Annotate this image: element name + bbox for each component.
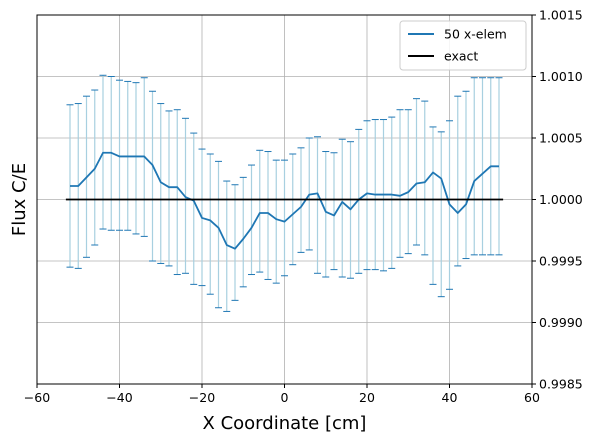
error-bar (215, 160, 222, 309)
legend: 50 x-elem exact (399, 20, 527, 71)
error-bar (404, 109, 412, 255)
error-bar (330, 152, 338, 271)
error-bar (239, 176, 247, 288)
error-bar (388, 116, 396, 269)
error-bar (454, 95, 462, 267)
error-bar (413, 98, 420, 246)
y-tick-label: 0.9995 (539, 254, 583, 269)
y-tick-label: 1.0015 (539, 8, 583, 23)
legend-entry-exact: exact (444, 49, 478, 64)
y-tick-label: 0.9990 (539, 315, 583, 330)
error-bar (190, 132, 198, 285)
error-bar (338, 138, 346, 278)
x-tick-label: 0 (281, 390, 289, 405)
error-bar (322, 151, 330, 278)
error-bar (165, 110, 173, 267)
error-bar (231, 184, 239, 301)
error-bar (173, 109, 181, 276)
series-lines (65, 151, 504, 250)
x-tick-label: 60 (524, 390, 540, 405)
y-tick-label: 1.0005 (539, 131, 583, 146)
x-tick-label: −60 (24, 390, 50, 405)
error-bar (289, 153, 297, 266)
error-bar (396, 109, 404, 258)
error-bar (272, 159, 280, 284)
error-bar (437, 131, 445, 298)
error-bar (157, 103, 165, 264)
y-axis: 0.9985 0.9990 0.9995 1.0000 1.0005 1.0010 1.00… (532, 8, 583, 392)
error-bar (355, 128, 363, 274)
legend-entry-50-x-elem: 50 x-elem (444, 27, 507, 42)
y-tick-label: 1.0000 (539, 192, 583, 207)
error-bar (223, 180, 231, 312)
x-axis: −60 −40 −20 0 20 40 60 (24, 384, 540, 405)
error-bar (462, 90, 470, 260)
error-bar (470, 77, 478, 256)
series-line-50-x-elem (70, 151, 499, 250)
error-bar (429, 126, 437, 285)
error-bar (479, 77, 486, 256)
x-tick-label: 20 (359, 390, 375, 405)
error-bar (132, 82, 140, 235)
y-tick-label: 1.0010 (539, 69, 583, 84)
error-bar (206, 153, 214, 295)
x-tick-label: 40 (442, 390, 458, 405)
y-tick-label: 0.9985 (539, 377, 583, 392)
error-bar (256, 149, 264, 273)
error-bar (281, 159, 288, 277)
x-tick-label: −40 (106, 390, 132, 405)
y-axis-label: Flux C/E (9, 163, 30, 236)
x-axis-label: X Coordinate [cm] (203, 413, 367, 434)
x-tick-label: −20 (189, 390, 215, 405)
error-bar (248, 164, 255, 276)
error-bar (264, 151, 272, 280)
error-bar (363, 120, 371, 271)
error-bar (421, 100, 429, 256)
error-bar (314, 136, 321, 274)
error-bar (149, 90, 156, 262)
error-bar (116, 79, 123, 231)
